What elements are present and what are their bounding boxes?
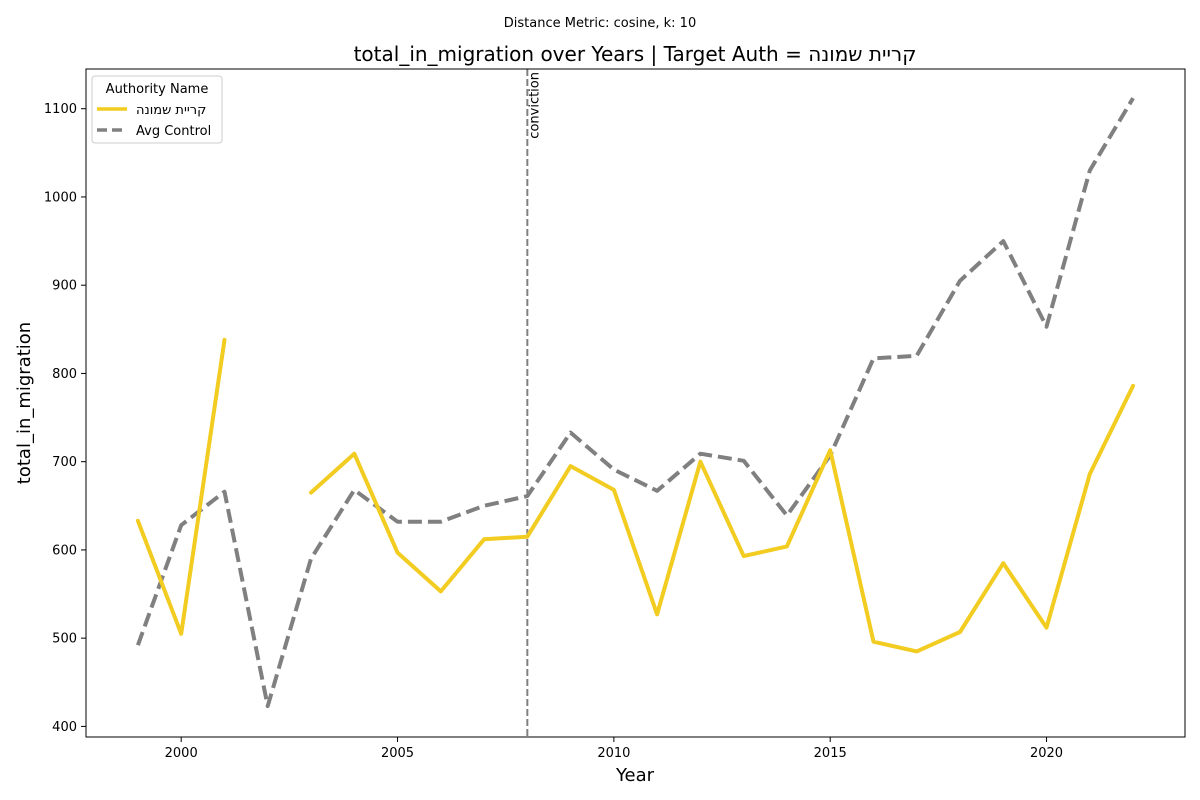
chart-suptitle: Distance Metric: cosine, k: 10 — [504, 16, 696, 31]
x-tick-label: 2020 — [1030, 746, 1063, 761]
series-line-avg-control — [136, 97, 1135, 709]
x-tick-label: 2005 — [381, 746, 414, 761]
series-line-target — [309, 383, 1136, 654]
legend-title: Authority Name — [106, 82, 209, 97]
x-tick-label: 2015 — [814, 746, 847, 761]
x-tick-label: 2000 — [165, 746, 198, 761]
plot-area: 2000 2005 2010 2015 2020 400 500 600 700 800 900 10… — [44, 69, 1136, 761]
y-tick-label: 1100 — [44, 102, 77, 117]
legend-box — [91, 75, 223, 144]
chart-title: total_in_migration over Years | Target A… — [354, 42, 917, 66]
conviction-label: conviction — [527, 72, 542, 139]
y-tick-label: 400 — [52, 720, 77, 735]
y-tick-label: 1000 — [44, 190, 77, 205]
legend-label-control: Avg Control — [136, 124, 211, 139]
y-tick-label: 500 — [52, 632, 77, 647]
plot-frame — [85, 68, 1186, 738]
y-axis-label: total_in_migration — [14, 322, 35, 484]
y-tick-label: 900 — [52, 279, 77, 294]
legend: Authority Name קריית שמונה Avg Control — [91, 75, 223, 144]
y-tick-label: 600 — [52, 543, 77, 558]
series-line-target — [135, 337, 227, 636]
legend-label-target: קריית שמונה — [136, 103, 206, 118]
y-tick-label: 800 — [52, 367, 77, 382]
x-axis-label: Year — [615, 765, 655, 786]
x-tick-label: 2010 — [597, 746, 630, 761]
y-tick-label: 700 — [52, 455, 77, 470]
